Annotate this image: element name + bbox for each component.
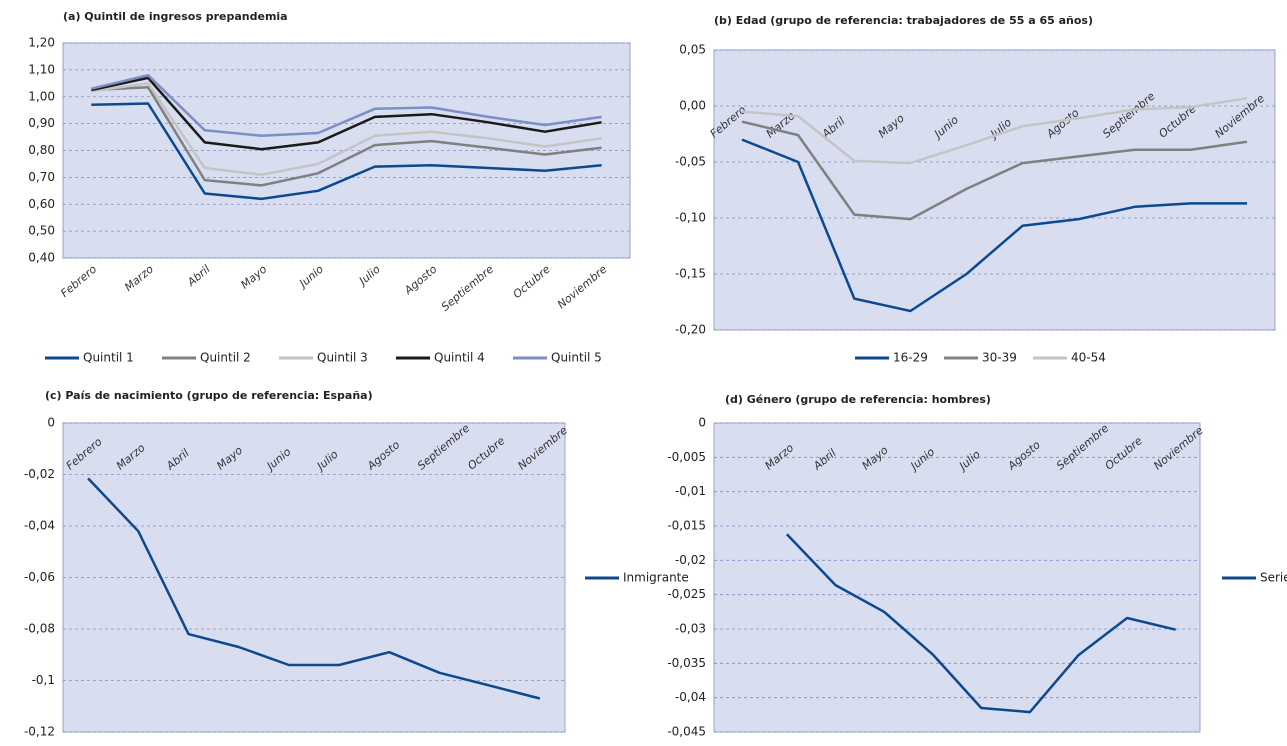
- legend-label: Inmigrante: [623, 571, 689, 585]
- y-tick-label: -0,08: [24, 622, 55, 636]
- x-tick-label: Septiembre: [439, 262, 496, 313]
- series-line: [91, 86, 602, 187]
- series-line: [741, 138, 1247, 313]
- x-tick-label: Octubre: [511, 262, 553, 301]
- chart: (b) Edad (grupo de referencia: trabajado…: [675, 14, 1276, 365]
- series-line: [91, 73, 602, 137]
- legend-label: Series1: [1260, 571, 1287, 585]
- x-tick-label: Mayo: [238, 262, 269, 291]
- legend-label: 16-29: [893, 351, 928, 365]
- series-line: [741, 96, 1248, 165]
- legend-label: 30-39: [982, 351, 1017, 365]
- y-tick-label: -0,005: [667, 450, 706, 464]
- chart-title: (d) Género (grupo de referencia: hombres…: [725, 393, 991, 406]
- y-tick-label: 0,05: [679, 43, 706, 57]
- y-tick-label: 0,70: [28, 170, 55, 184]
- y-tick-label: 0,00: [679, 99, 706, 113]
- y-tick-label: 1,20: [28, 36, 55, 50]
- y-tick-label: 1,10: [28, 62, 55, 76]
- plot-area: [713, 422, 1201, 733]
- y-tick-label: -0,04: [24, 519, 55, 533]
- x-tick-label: Marzo: [122, 262, 156, 294]
- legend-label: Quintil 3: [317, 351, 368, 365]
- chart-title: (c) País de nacimiento (grupo de referen…: [45, 389, 373, 402]
- y-tick-label: -0,045: [667, 725, 706, 739]
- x-tick-label: Abril: [184, 263, 212, 290]
- legend-label: Quintil 2: [200, 351, 251, 365]
- y-tick-label: 0,60: [28, 197, 55, 211]
- chart-title: (b) Edad (grupo de referencia: trabajado…: [714, 14, 1093, 27]
- legend-label: Quintil 1: [83, 351, 134, 365]
- y-tick-label: 0,50: [28, 224, 55, 238]
- series-line: [785, 533, 1176, 714]
- y-tick-label: -0,12: [24, 725, 55, 739]
- series-line: [91, 102, 602, 201]
- y-tick-label: 0: [698, 416, 706, 430]
- y-tick-label: 1,00: [28, 89, 55, 103]
- series-line: [741, 120, 1248, 221]
- y-tick-label: -0,04: [675, 690, 706, 704]
- y-tick-label: -0,025: [667, 587, 706, 601]
- x-tick-label: Febrero: [58, 262, 99, 300]
- chart-title: (a) Quintil de ingresos prepandemia: [63, 10, 288, 23]
- series-line: [91, 76, 602, 151]
- series-line: [91, 82, 602, 176]
- y-tick-label: -0,1: [32, 673, 55, 687]
- legend-label: 40-54: [1071, 351, 1106, 365]
- x-tick-label: Julio: [355, 262, 383, 288]
- y-tick-label: -0,10: [675, 211, 706, 225]
- y-tick-label: 0,90: [28, 116, 55, 130]
- chart: (a) Quintil de ingresos prepandemia 0,40 0…: [28, 10, 631, 365]
- series-line: [87, 477, 541, 700]
- chart: (c) País de nacimiento (grupo de referen…: [24, 389, 689, 739]
- legend-label: Quintil 4: [434, 351, 485, 365]
- y-tick-label: 0,80: [28, 143, 55, 157]
- y-tick-label: -0,01: [675, 484, 706, 498]
- chart: (d) Género (grupo de referencia: hombres…: [667, 393, 1287, 739]
- legend-label: Quintil 5: [551, 351, 602, 365]
- x-tick-label: Junio: [295, 262, 326, 291]
- plot-area: [713, 49, 1276, 331]
- y-tick-label: -0,02: [24, 467, 55, 481]
- x-tick-label: Agosto: [401, 262, 439, 297]
- y-tick-label: -0,15: [675, 267, 706, 281]
- plot-area: [62, 422, 566, 733]
- y-tick-label: 0,40: [28, 251, 55, 265]
- y-tick-label: -0,015: [667, 519, 706, 533]
- x-tick-label: Noviembre: [555, 262, 610, 311]
- y-tick-label: -0,20: [675, 323, 706, 337]
- y-tick-label: -0,02: [675, 553, 706, 567]
- y-tick-label: 0: [47, 416, 55, 430]
- y-tick-label: -0,035: [667, 656, 706, 670]
- y-tick-label: -0,05: [675, 155, 706, 169]
- y-tick-label: -0,06: [24, 570, 55, 584]
- y-tick-label: -0,03: [675, 622, 706, 636]
